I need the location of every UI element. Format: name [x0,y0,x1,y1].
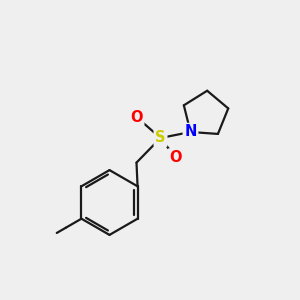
Text: N: N [184,124,197,140]
Text: O: O [169,150,182,165]
Text: O: O [130,110,143,124]
Text: S: S [155,130,166,146]
